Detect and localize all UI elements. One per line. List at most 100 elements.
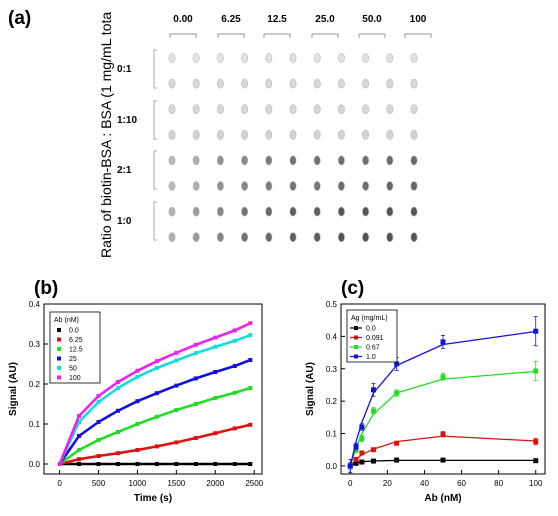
chart-b-point [248, 321, 253, 326]
array-spot [337, 129, 345, 140]
array-spot [265, 232, 273, 243]
row-bracket [153, 100, 157, 140]
array-spot [337, 206, 345, 217]
chart-c-legend-marker [354, 345, 358, 349]
array-spot [362, 129, 370, 140]
array-spot [289, 78, 297, 89]
array-spot [168, 181, 176, 191]
chart-c-legend-label: 0.0 [366, 326, 376, 333]
chart-c-point [394, 457, 400, 463]
chart-c-point [533, 439, 539, 445]
chart-b-point [135, 368, 140, 373]
chart-b-point [193, 342, 198, 347]
array-spot [386, 53, 394, 63]
array-spot [241, 53, 249, 63]
chart-b-point [115, 451, 120, 456]
chart-b-point [77, 448, 82, 452]
column-bracket [404, 33, 432, 38]
array-spot [216, 206, 224, 217]
chart-b-point [213, 344, 218, 349]
chart-b-point [213, 370, 218, 374]
chart-b-point [96, 420, 101, 424]
protein-array [153, 33, 432, 243]
array-spot [386, 181, 394, 191]
chart-c-x-tick-label: 40 [420, 479, 429, 488]
chart-b-point [193, 402, 198, 406]
chart-b-legend-label: 25 [69, 356, 77, 363]
chart-b: 0 500 1000 1500 2000 2500 0.0 0.1 0.2 0.3 0.4 Time … [8, 300, 264, 504]
chart-c-point [353, 443, 359, 449]
array-spot [265, 155, 273, 166]
chart-b-point [135, 374, 140, 379]
array-spot [168, 232, 176, 243]
array-spot [265, 78, 273, 89]
chart-b-legend-marker [57, 328, 61, 332]
chart-c-legend-title: Ag (mg/mL) [351, 315, 388, 322]
chart-c-fit-line [349, 370, 536, 467]
column-bracket [217, 33, 245, 38]
chart-b-point [96, 438, 101, 442]
chart-b-point [174, 350, 179, 355]
chart-b-point [77, 457, 82, 462]
chart-b-point [248, 422, 253, 427]
array-spot [362, 206, 370, 217]
ratio-label: 1:0 [117, 216, 132, 227]
row-bracket [153, 150, 157, 190]
array-spot [410, 129, 418, 140]
chart-c-point [347, 463, 353, 469]
chart-b-point [77, 434, 82, 438]
chart-b-point [193, 351, 198, 356]
chart-c-y-tick-label: 0.0 [326, 462, 338, 471]
chart-b-point [174, 358, 179, 363]
chart-b-point [96, 394, 101, 398]
array-spot [241, 181, 249, 191]
array-spot [241, 78, 249, 89]
array-spot [241, 206, 249, 217]
array-spot [410, 53, 418, 63]
chart-b-point [135, 448, 140, 452]
chart-c-x-tick-label: 100 [529, 479, 543, 488]
chart-b-x-tick-label: 1000 [129, 479, 147, 488]
chart-b-point [96, 462, 101, 466]
array-spot [410, 181, 418, 191]
array-spot [386, 206, 394, 217]
concentration-label: 100 [409, 14, 427, 25]
chart-b-point [77, 420, 82, 424]
array-spot [386, 104, 394, 115]
chart-b-point [232, 328, 237, 333]
chart-b-point [213, 462, 218, 466]
chart-b-point [248, 333, 253, 338]
array-spot [192, 181, 200, 191]
array-spot [410, 155, 418, 166]
array-spot [386, 232, 394, 243]
ratio-label: 2:1 [117, 165, 132, 176]
array-spot [216, 129, 224, 140]
chart-c-point [533, 368, 539, 374]
array-spot [216, 104, 224, 115]
chart-b-point [77, 462, 82, 466]
chart-c-point [370, 458, 376, 464]
chart-b-legend-marker [57, 375, 61, 380]
chart-b-point [154, 366, 159, 370]
chart-c-point [440, 431, 446, 437]
chart-c-x-tick-label: 20 [383, 479, 392, 488]
chart-b-point [115, 408, 120, 413]
chart-b-point [154, 444, 159, 449]
chart-b-point [115, 430, 120, 434]
chart-b-series-line [58, 386, 251, 466]
panel-b-label: (b) [34, 278, 59, 299]
chart-b-point [115, 386, 120, 390]
row-bracket [153, 201, 157, 241]
chart-b-point [154, 414, 159, 419]
chart-b-point [96, 454, 101, 458]
array-spot [337, 104, 345, 115]
chart-b-point [248, 462, 253, 466]
array-spot [192, 129, 200, 140]
array-spot [410, 78, 418, 89]
concentration-label: 12.5 [267, 14, 287, 25]
array-spot [241, 129, 249, 140]
array-spot [216, 181, 224, 191]
chart-b-point [174, 383, 179, 388]
chart-b-point [154, 359, 159, 364]
chart-b-x-tick-label: 2000 [206, 479, 224, 488]
